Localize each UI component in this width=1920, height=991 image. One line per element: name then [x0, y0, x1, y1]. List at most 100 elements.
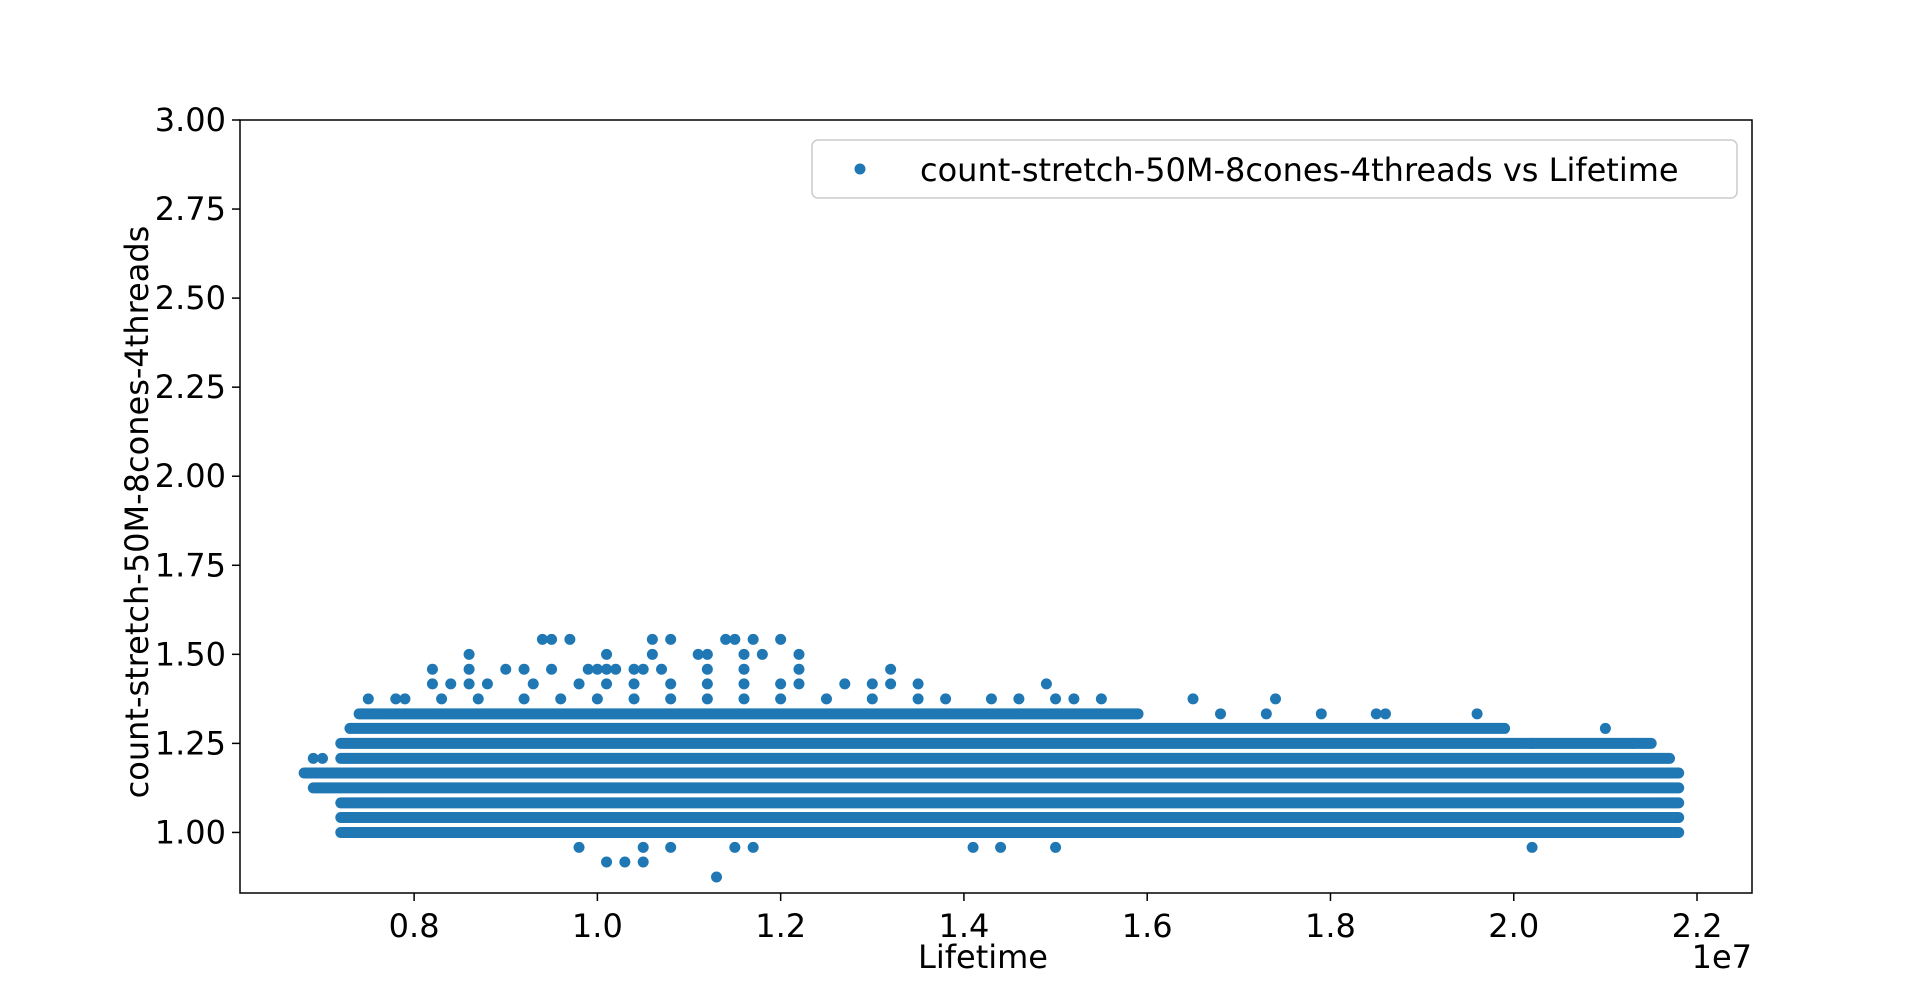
y-axis: 1.00 1.25 1.50 1.75 2.00 2.25 2.50 2.75 3.00: [155, 101, 240, 851]
point-band-2: [335, 797, 1685, 809]
data-point: [426, 663, 438, 675]
data-point: [775, 678, 787, 690]
data-point: [399, 693, 411, 705]
data-point: [307, 752, 319, 764]
data-point: [436, 693, 448, 705]
data-point: [628, 678, 640, 690]
point-band-0: [335, 826, 1685, 838]
data-point: [1471, 708, 1483, 720]
data-point: [820, 693, 832, 705]
data-point: [481, 678, 493, 690]
data-point: [738, 678, 750, 690]
data-point: [463, 678, 475, 690]
data-point: [1040, 678, 1052, 690]
data-point: [591, 693, 603, 705]
data-point: [1379, 708, 1391, 720]
data-point: [518, 693, 530, 705]
x-tick-label: 0.8: [389, 907, 440, 945]
data-point: [738, 663, 750, 675]
data-point: [573, 678, 585, 690]
data-point: [546, 633, 558, 645]
data-point: [729, 841, 741, 853]
data-point: [747, 841, 759, 853]
point-band-5: [335, 752, 1676, 764]
data-point: [912, 693, 924, 705]
data-point: [738, 693, 750, 705]
data-point: [1599, 722, 1611, 734]
point-band-8: [353, 708, 1144, 720]
point-band-3: [307, 782, 1685, 794]
data-point: [426, 678, 438, 690]
data-point: [445, 678, 457, 690]
data-point: [665, 693, 677, 705]
y-tick-label: 1.25: [155, 724, 226, 762]
data-point: [472, 693, 484, 705]
plot-frame: [239, 119, 1753, 894]
y-tick-label: 2.75: [155, 190, 226, 228]
y-tick-label: 2.00: [155, 457, 226, 495]
data-point: [701, 648, 713, 660]
data-point: [775, 693, 787, 705]
data-point: [1068, 693, 1080, 705]
data-point: [1370, 708, 1382, 720]
data-point: [839, 678, 851, 690]
data-point: [793, 648, 805, 660]
data-point: [701, 678, 713, 690]
legend-box: [811, 139, 1738, 199]
data-point: [536, 633, 548, 645]
data-point: [1013, 693, 1025, 705]
data-point: [601, 648, 613, 660]
data-point: [711, 871, 723, 883]
data-point: [591, 663, 603, 675]
data-point: [665, 841, 677, 853]
x-tick-label: 1.8: [1305, 907, 1356, 945]
data-point: [555, 693, 567, 705]
data-point: [463, 648, 475, 660]
data-point: [1050, 693, 1062, 705]
legend-entry-label: count-stretch-50M-8cones-4threads vs Lif…: [920, 151, 1679, 189]
point-band-7: [344, 722, 1511, 734]
point-band-6: [335, 737, 1657, 749]
y-tick-label: 2.50: [155, 279, 226, 317]
data-point: [940, 693, 952, 705]
data-point: [665, 633, 677, 645]
data-point: [637, 841, 649, 853]
data-point: [967, 841, 979, 853]
x-tick-label: 1.4: [938, 907, 989, 945]
y-tick-label: 2.25: [155, 368, 226, 406]
y-tick-label: 1.00: [155, 813, 226, 851]
data-point: [628, 663, 640, 675]
data-point: [316, 752, 328, 764]
data-point: [701, 663, 713, 675]
data-point: [527, 678, 539, 690]
y-tick-label: 1.75: [155, 546, 226, 584]
data-point: [582, 663, 594, 675]
x-tick-label: 2.2: [1672, 907, 1723, 945]
data-point: [1215, 708, 1227, 720]
data-point: [390, 693, 402, 705]
data-point: [747, 633, 759, 645]
data-point: [601, 856, 613, 868]
data-point: [985, 693, 997, 705]
x-tick-label: 1.2: [755, 907, 806, 945]
x-axis: 0.8 1.0 1.2 1.4 1.6 1.8 2.0 2.2: [389, 893, 1723, 945]
data-point: [720, 633, 732, 645]
legend: count-stretch-50M-8cones-4threads vs Lif…: [811, 139, 1738, 199]
data-point: [646, 633, 658, 645]
y-axis-label: count-stretch-50M-8cones-4threads: [118, 226, 156, 799]
data-point: [628, 693, 640, 705]
data-point: [656, 663, 668, 675]
data-point: [564, 633, 576, 645]
data-point: [463, 663, 475, 675]
point-band-1: [335, 811, 1685, 823]
data-point: [793, 678, 805, 690]
points-layer: [298, 633, 1685, 883]
data-point: [601, 663, 613, 675]
data-point: [729, 633, 741, 645]
data-point: [692, 648, 704, 660]
data-point: [610, 663, 622, 675]
point-band-4: [298, 767, 1685, 779]
data-point: [912, 678, 924, 690]
y-tick-label: 1.50: [155, 635, 226, 673]
